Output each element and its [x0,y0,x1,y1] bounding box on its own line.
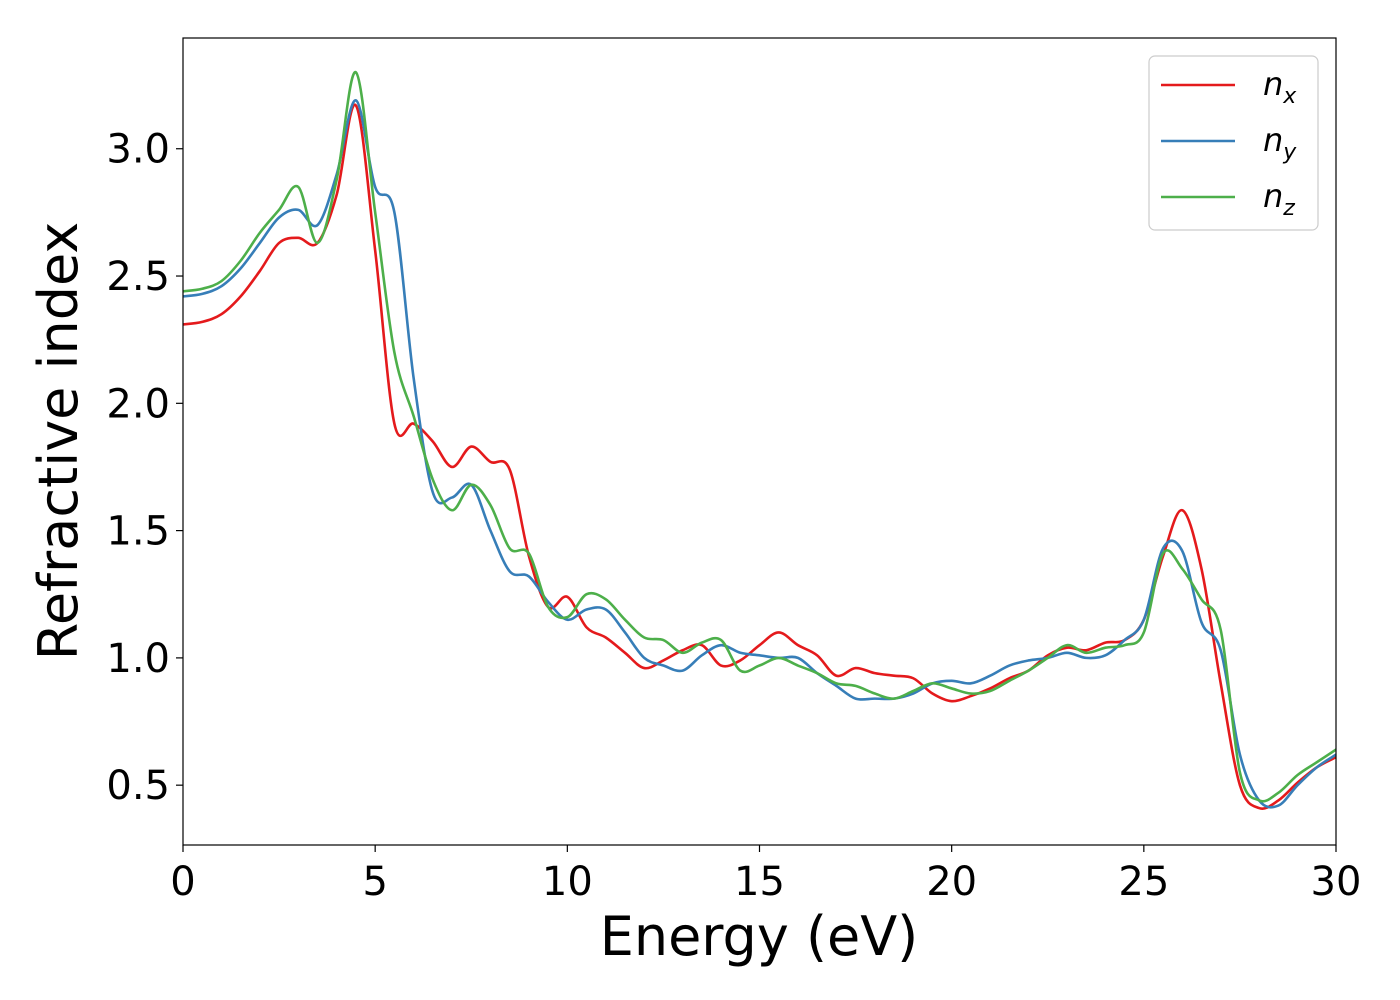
x-tick-label: 10 [542,859,593,905]
series-line-ny [183,99,1336,809]
x-tick-label: 0 [170,859,195,905]
x-tick-label: 30 [1311,859,1362,905]
x-tick-label: 15 [734,859,785,905]
y-tick-label: 0.5 [106,763,170,809]
x-axis-title: Energy (eV) [600,905,919,968]
y-tick-label: 3.0 [106,127,170,173]
x-tick-label: 25 [1118,859,1169,905]
y-axis: 0.5 1.0 1.5 2.0 2.5 3.0 [106,127,183,809]
x-axis: 0 5 10 15 20 25 30 [170,845,1361,905]
series-layer [183,71,1336,810]
series-line-nz [183,71,1336,803]
plot-area [183,38,1336,845]
y-tick-label: 2.5 [106,254,170,300]
y-tick-label: 1.0 [106,636,170,682]
x-tick-label: 20 [926,859,977,905]
y-axis-title: Refractive index [27,222,90,661]
y-tick-label: 1.5 [106,509,170,555]
y-tick-label: 2.0 [106,381,170,427]
legend-box [1148,55,1319,231]
x-tick-label: 5 [362,859,387,905]
plot-background [183,38,1336,845]
